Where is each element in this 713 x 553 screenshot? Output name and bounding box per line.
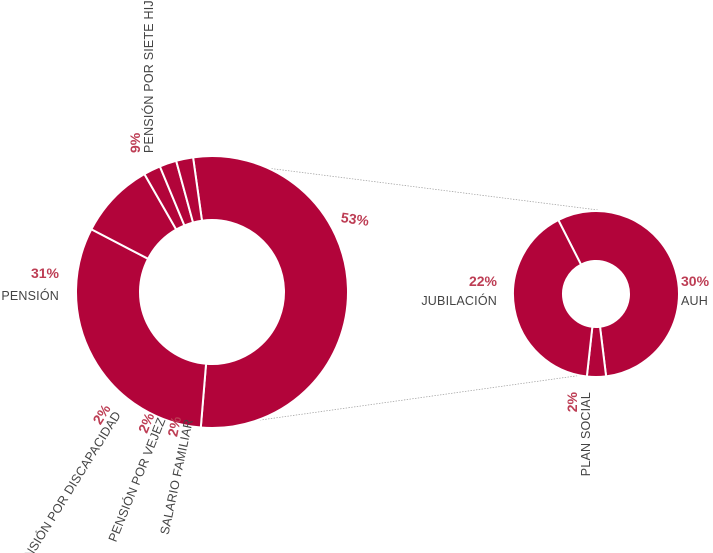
detail-donut — [512, 210, 680, 378]
main-pct-label-0: 53% — [340, 209, 371, 229]
main-pct-label-4: 2% — [135, 410, 158, 435]
detail-donut-slice-0 — [557, 210, 680, 378]
main-category-label-2: PENSIÓN POR SIETE HIJOS — [141, 0, 156, 153]
detail-pct-label-0: 30% — [681, 273, 710, 289]
detail-category-label-1: PLAN SOCIAL — [579, 392, 593, 476]
main-pct-label-1: 31% — [31, 265, 60, 281]
detail-category-label-0: AUH — [681, 294, 708, 308]
main-category-label-3: PENSIÓN POR DISCAPACIDAD — [11, 408, 123, 553]
detail-pct-label-2: 22% — [469, 273, 498, 289]
main-donut — [75, 155, 349, 429]
main-donut-slice-0 — [192, 155, 349, 429]
detail-pct-label-1: 2% — [564, 391, 580, 412]
detail-category-label-2: JUBILACIÓN — [421, 293, 497, 308]
main-pct-label-5: 2% — [164, 414, 184, 438]
main-donut-slice-5 — [175, 156, 203, 224]
detail-donut-slice-2 — [512, 219, 594, 378]
main-pct-label-2: 9% — [127, 132, 143, 153]
main-category-label-1: PENSIÓN — [1, 288, 59, 303]
main-donut-slice-1 — [75, 228, 208, 429]
connector-top-line — [187, 157, 599, 211]
